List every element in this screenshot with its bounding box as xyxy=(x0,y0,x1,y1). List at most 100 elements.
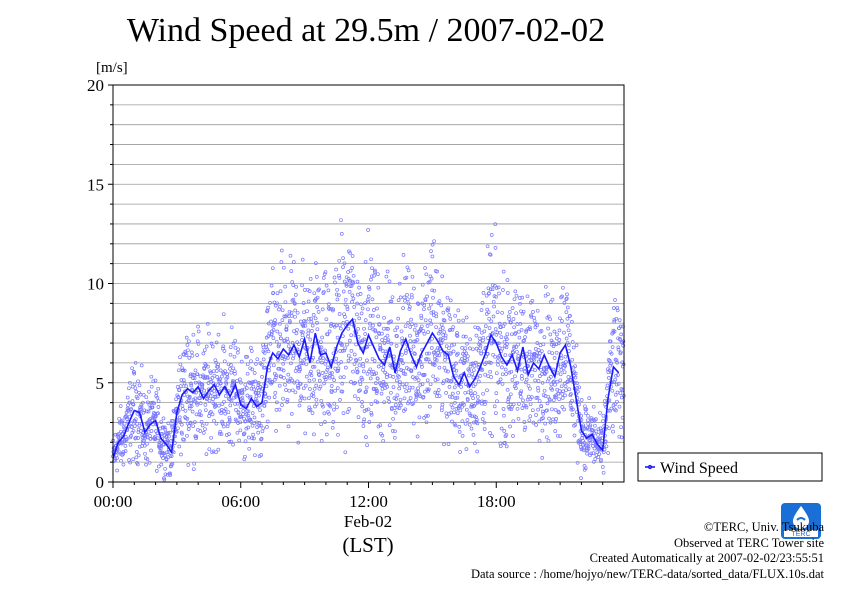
data-point xyxy=(283,300,288,305)
data-point xyxy=(566,328,571,333)
data-point xyxy=(340,389,345,394)
data-point xyxy=(451,364,456,368)
data-point xyxy=(249,359,253,364)
data-point xyxy=(471,384,476,389)
data-point xyxy=(409,317,413,322)
data-point xyxy=(281,368,286,373)
data-point xyxy=(120,440,124,445)
data-point xyxy=(471,396,475,401)
data-point xyxy=(343,315,347,319)
data-point xyxy=(272,395,277,399)
data-point xyxy=(369,412,374,417)
data-point xyxy=(564,388,568,393)
data-point xyxy=(466,354,470,359)
data-point xyxy=(354,342,358,347)
data-point xyxy=(335,287,339,292)
data-point xyxy=(296,383,300,388)
data-point xyxy=(611,306,616,310)
data-point xyxy=(558,378,563,383)
data-point xyxy=(245,393,250,398)
data-point xyxy=(552,356,557,360)
data-point xyxy=(554,417,559,421)
data-point xyxy=(564,297,569,302)
data-point xyxy=(619,332,624,337)
data-point xyxy=(505,387,510,392)
data-point xyxy=(325,332,330,337)
data-point xyxy=(345,342,349,347)
data-point xyxy=(487,326,492,330)
data-point xyxy=(518,395,523,399)
data-point xyxy=(440,338,445,342)
data-point xyxy=(563,384,568,389)
data-point xyxy=(593,457,598,461)
data-point xyxy=(307,378,312,383)
data-point xyxy=(205,374,210,379)
data-point xyxy=(212,405,217,409)
data-point xyxy=(344,365,348,370)
observation-site-text: Observed at TERC Tower site xyxy=(673,535,824,550)
data-point xyxy=(427,306,432,311)
data-point xyxy=(386,396,391,400)
data-point xyxy=(495,359,500,363)
data-point xyxy=(618,337,622,342)
data-point xyxy=(354,357,358,362)
data-point xyxy=(440,326,445,330)
data-point xyxy=(516,342,520,347)
data-point xyxy=(492,304,496,309)
data-point xyxy=(385,269,390,274)
data-point xyxy=(222,349,227,353)
data-point xyxy=(287,388,292,393)
data-point xyxy=(276,351,281,355)
data-point xyxy=(482,400,486,404)
data-point xyxy=(204,344,209,349)
data-point xyxy=(614,373,618,378)
data-point xyxy=(607,376,611,380)
data-point xyxy=(530,373,534,378)
data-point xyxy=(483,324,488,328)
data-point xyxy=(614,408,618,413)
data-point xyxy=(274,375,278,380)
data-point xyxy=(510,404,514,409)
data-point xyxy=(364,389,368,394)
data-point xyxy=(415,434,420,439)
data-point xyxy=(444,344,449,349)
data-point xyxy=(162,477,167,482)
data-point xyxy=(399,358,404,362)
data-point xyxy=(134,450,139,454)
data-point xyxy=(407,385,412,390)
data-point xyxy=(477,327,482,332)
data-point xyxy=(286,344,291,349)
data-point xyxy=(233,338,238,343)
data-point xyxy=(493,354,497,359)
data-point xyxy=(424,272,429,277)
data-point xyxy=(346,353,351,358)
data-point xyxy=(314,402,319,406)
data-point xyxy=(552,329,557,334)
data-point xyxy=(450,395,455,400)
data-point xyxy=(297,342,301,346)
data-point xyxy=(326,302,331,307)
data-point xyxy=(458,450,462,454)
data-point xyxy=(536,379,541,383)
data-point xyxy=(572,433,577,438)
data-point xyxy=(498,377,503,382)
data-point xyxy=(495,310,500,315)
data-point xyxy=(362,337,367,342)
data-point xyxy=(557,410,561,415)
data-point xyxy=(400,352,404,357)
data-point xyxy=(517,335,522,340)
data-point xyxy=(570,398,574,403)
data-point xyxy=(302,288,307,292)
data-point xyxy=(330,425,335,430)
data-point xyxy=(371,308,376,312)
data-point xyxy=(382,341,387,345)
data-point xyxy=(504,345,509,350)
data-point xyxy=(531,420,536,425)
data-point xyxy=(363,318,368,322)
data-point xyxy=(596,455,601,459)
data-point xyxy=(215,394,220,399)
data-point xyxy=(338,326,343,331)
data-point xyxy=(295,379,300,384)
data-point xyxy=(455,395,460,400)
data-point xyxy=(142,443,147,448)
